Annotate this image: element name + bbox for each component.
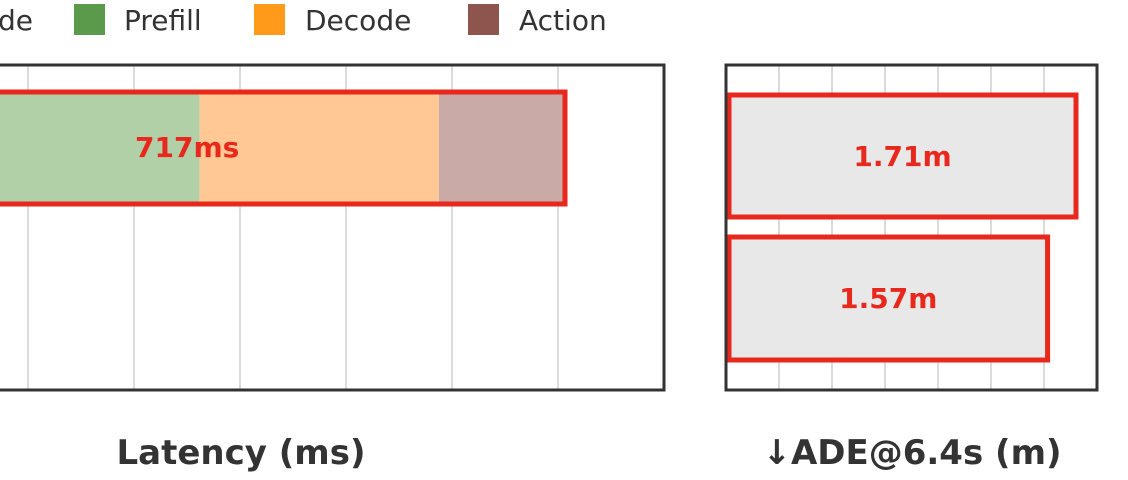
ade-bar-label: 1.57m <box>839 282 937 315</box>
legend-swatch-prefill <box>74 4 105 35</box>
latency-axis-title: Latency (ms) <box>116 433 365 473</box>
ade-bar <box>729 237 1048 360</box>
latency-bar-highlight <box>0 89 568 207</box>
ade-bar-highlight <box>726 234 1051 363</box>
legend-label-action: Action <box>519 4 607 37</box>
ade-plot-frame <box>724 63 1099 392</box>
latency-bars: 717ms <box>0 89 568 207</box>
ade-bar-label: 1.71m <box>853 140 951 173</box>
latency-plot-frame <box>0 63 666 392</box>
latency-panel: 717ms <box>0 63 666 392</box>
ade-panel: 1.71m 1.57m <box>724 63 1099 392</box>
legend-label-decode: Decode <box>305 4 411 37</box>
latency-segment-action <box>438 92 565 204</box>
latency-segment-decode <box>199 92 439 204</box>
ade-bars: 1.71m 1.57m <box>726 92 1079 363</box>
ade-axis-title: ↓ADE@6.4s (m) <box>762 433 1061 473</box>
legend-label-prefill: Prefill <box>124 4 202 37</box>
legend: de Prefill Decode Action <box>0 4 607 37</box>
latency-bar-label: 717ms <box>135 131 239 164</box>
legend-label-encode: de <box>0 4 33 37</box>
legend-swatch-action <box>468 4 499 35</box>
legend-swatch-decode <box>254 4 285 35</box>
ade-bar-highlight <box>726 92 1079 220</box>
ade-bar <box>729 95 1076 217</box>
latency-segment-prefill <box>0 92 200 204</box>
